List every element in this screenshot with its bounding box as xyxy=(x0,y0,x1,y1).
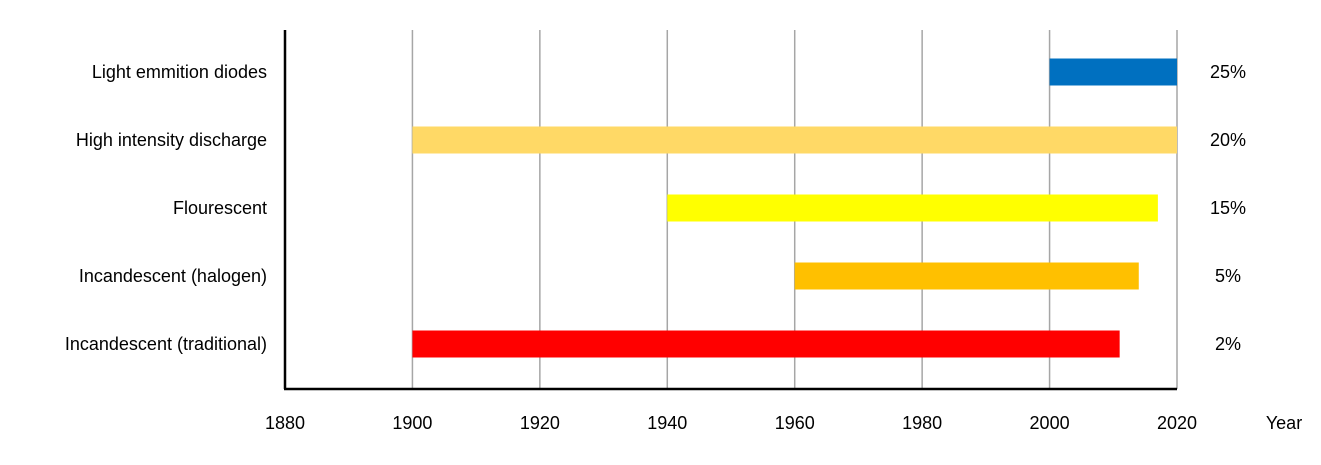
category-label: Light emmition diodes xyxy=(92,62,267,82)
x-tick-label: 1900 xyxy=(392,413,432,433)
x-tick-label: 2000 xyxy=(1030,413,1070,433)
bar xyxy=(412,126,1177,154)
share-label: 5% xyxy=(1215,266,1241,286)
bar xyxy=(1049,58,1177,86)
bar xyxy=(412,330,1120,358)
bar xyxy=(794,262,1139,290)
labels: 1880 1900 1920 1940 1960 1980 2000 2020 Light em… xyxy=(65,62,1246,433)
category-label: Incandescent (halogen) xyxy=(79,266,267,286)
x-tick-label: 1940 xyxy=(647,413,687,433)
x-tick-label: 1920 xyxy=(520,413,560,433)
category-label: Incandescent (traditional) xyxy=(65,334,267,354)
x-tick-label: 1960 xyxy=(775,413,815,433)
share-label: 25% xyxy=(1210,62,1246,82)
category-label: Flourescent xyxy=(173,198,267,218)
x-axis-title: Year xyxy=(1266,413,1302,433)
x-tick-label: 1980 xyxy=(902,413,942,433)
x-tick-label: 2020 xyxy=(1157,413,1197,433)
share-label: 20% xyxy=(1210,130,1246,150)
share-label: 15% xyxy=(1210,198,1246,218)
share-label: 2% xyxy=(1215,334,1241,354)
category-label: High intensity discharge xyxy=(76,130,267,150)
axes xyxy=(283,30,1177,391)
x-tick-label: 1880 xyxy=(265,413,305,433)
bars xyxy=(412,58,1177,358)
bar xyxy=(667,194,1158,222)
